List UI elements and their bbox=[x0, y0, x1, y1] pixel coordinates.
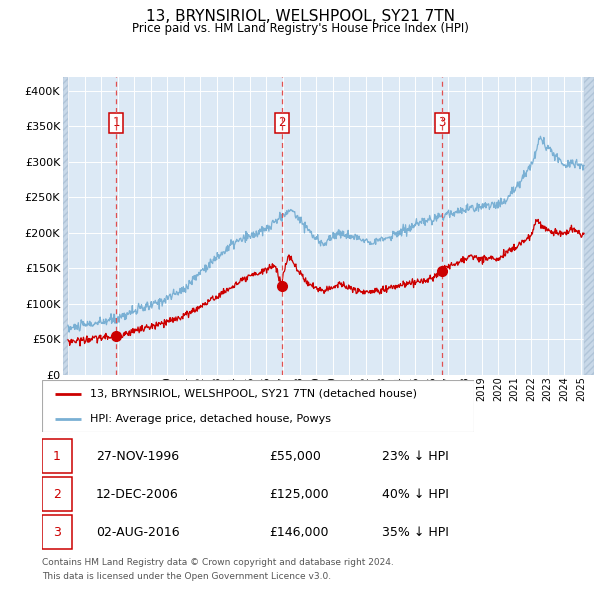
Text: 1: 1 bbox=[112, 116, 119, 129]
Text: 2: 2 bbox=[278, 116, 286, 129]
Bar bbox=[584, 77, 594, 375]
FancyBboxPatch shape bbox=[42, 515, 72, 549]
Text: £125,000: £125,000 bbox=[269, 487, 328, 501]
Text: 40% ↓ HPI: 40% ↓ HPI bbox=[382, 487, 449, 501]
Text: 3: 3 bbox=[53, 526, 61, 539]
Text: This data is licensed under the Open Government Licence v3.0.: This data is licensed under the Open Gov… bbox=[42, 572, 331, 581]
Text: 13, BRYNSIRIOL, WELSHPOOL, SY21 7TN (detached house): 13, BRYNSIRIOL, WELSHPOOL, SY21 7TN (det… bbox=[89, 389, 416, 399]
Text: 3: 3 bbox=[438, 116, 445, 129]
Text: 23% ↓ HPI: 23% ↓ HPI bbox=[382, 450, 449, 463]
Text: HPI: Average price, detached house, Powys: HPI: Average price, detached house, Powy… bbox=[89, 414, 331, 424]
Text: Price paid vs. HM Land Registry's House Price Index (HPI): Price paid vs. HM Land Registry's House … bbox=[131, 22, 469, 35]
Text: 12-DEC-2006: 12-DEC-2006 bbox=[96, 487, 179, 501]
Text: 02-AUG-2016: 02-AUG-2016 bbox=[96, 526, 179, 539]
Text: £55,000: £55,000 bbox=[269, 450, 320, 463]
FancyBboxPatch shape bbox=[42, 439, 72, 473]
Text: 2: 2 bbox=[53, 487, 61, 501]
Text: 13, BRYNSIRIOL, WELSHPOOL, SY21 7TN: 13, BRYNSIRIOL, WELSHPOOL, SY21 7TN bbox=[146, 9, 455, 24]
Text: £146,000: £146,000 bbox=[269, 526, 328, 539]
Text: Contains HM Land Registry data © Crown copyright and database right 2024.: Contains HM Land Registry data © Crown c… bbox=[42, 558, 394, 566]
Bar bbox=[63, 77, 68, 375]
Text: 27-NOV-1996: 27-NOV-1996 bbox=[96, 450, 179, 463]
Text: 1: 1 bbox=[53, 450, 61, 463]
FancyBboxPatch shape bbox=[42, 477, 72, 512]
Text: 35% ↓ HPI: 35% ↓ HPI bbox=[382, 526, 449, 539]
